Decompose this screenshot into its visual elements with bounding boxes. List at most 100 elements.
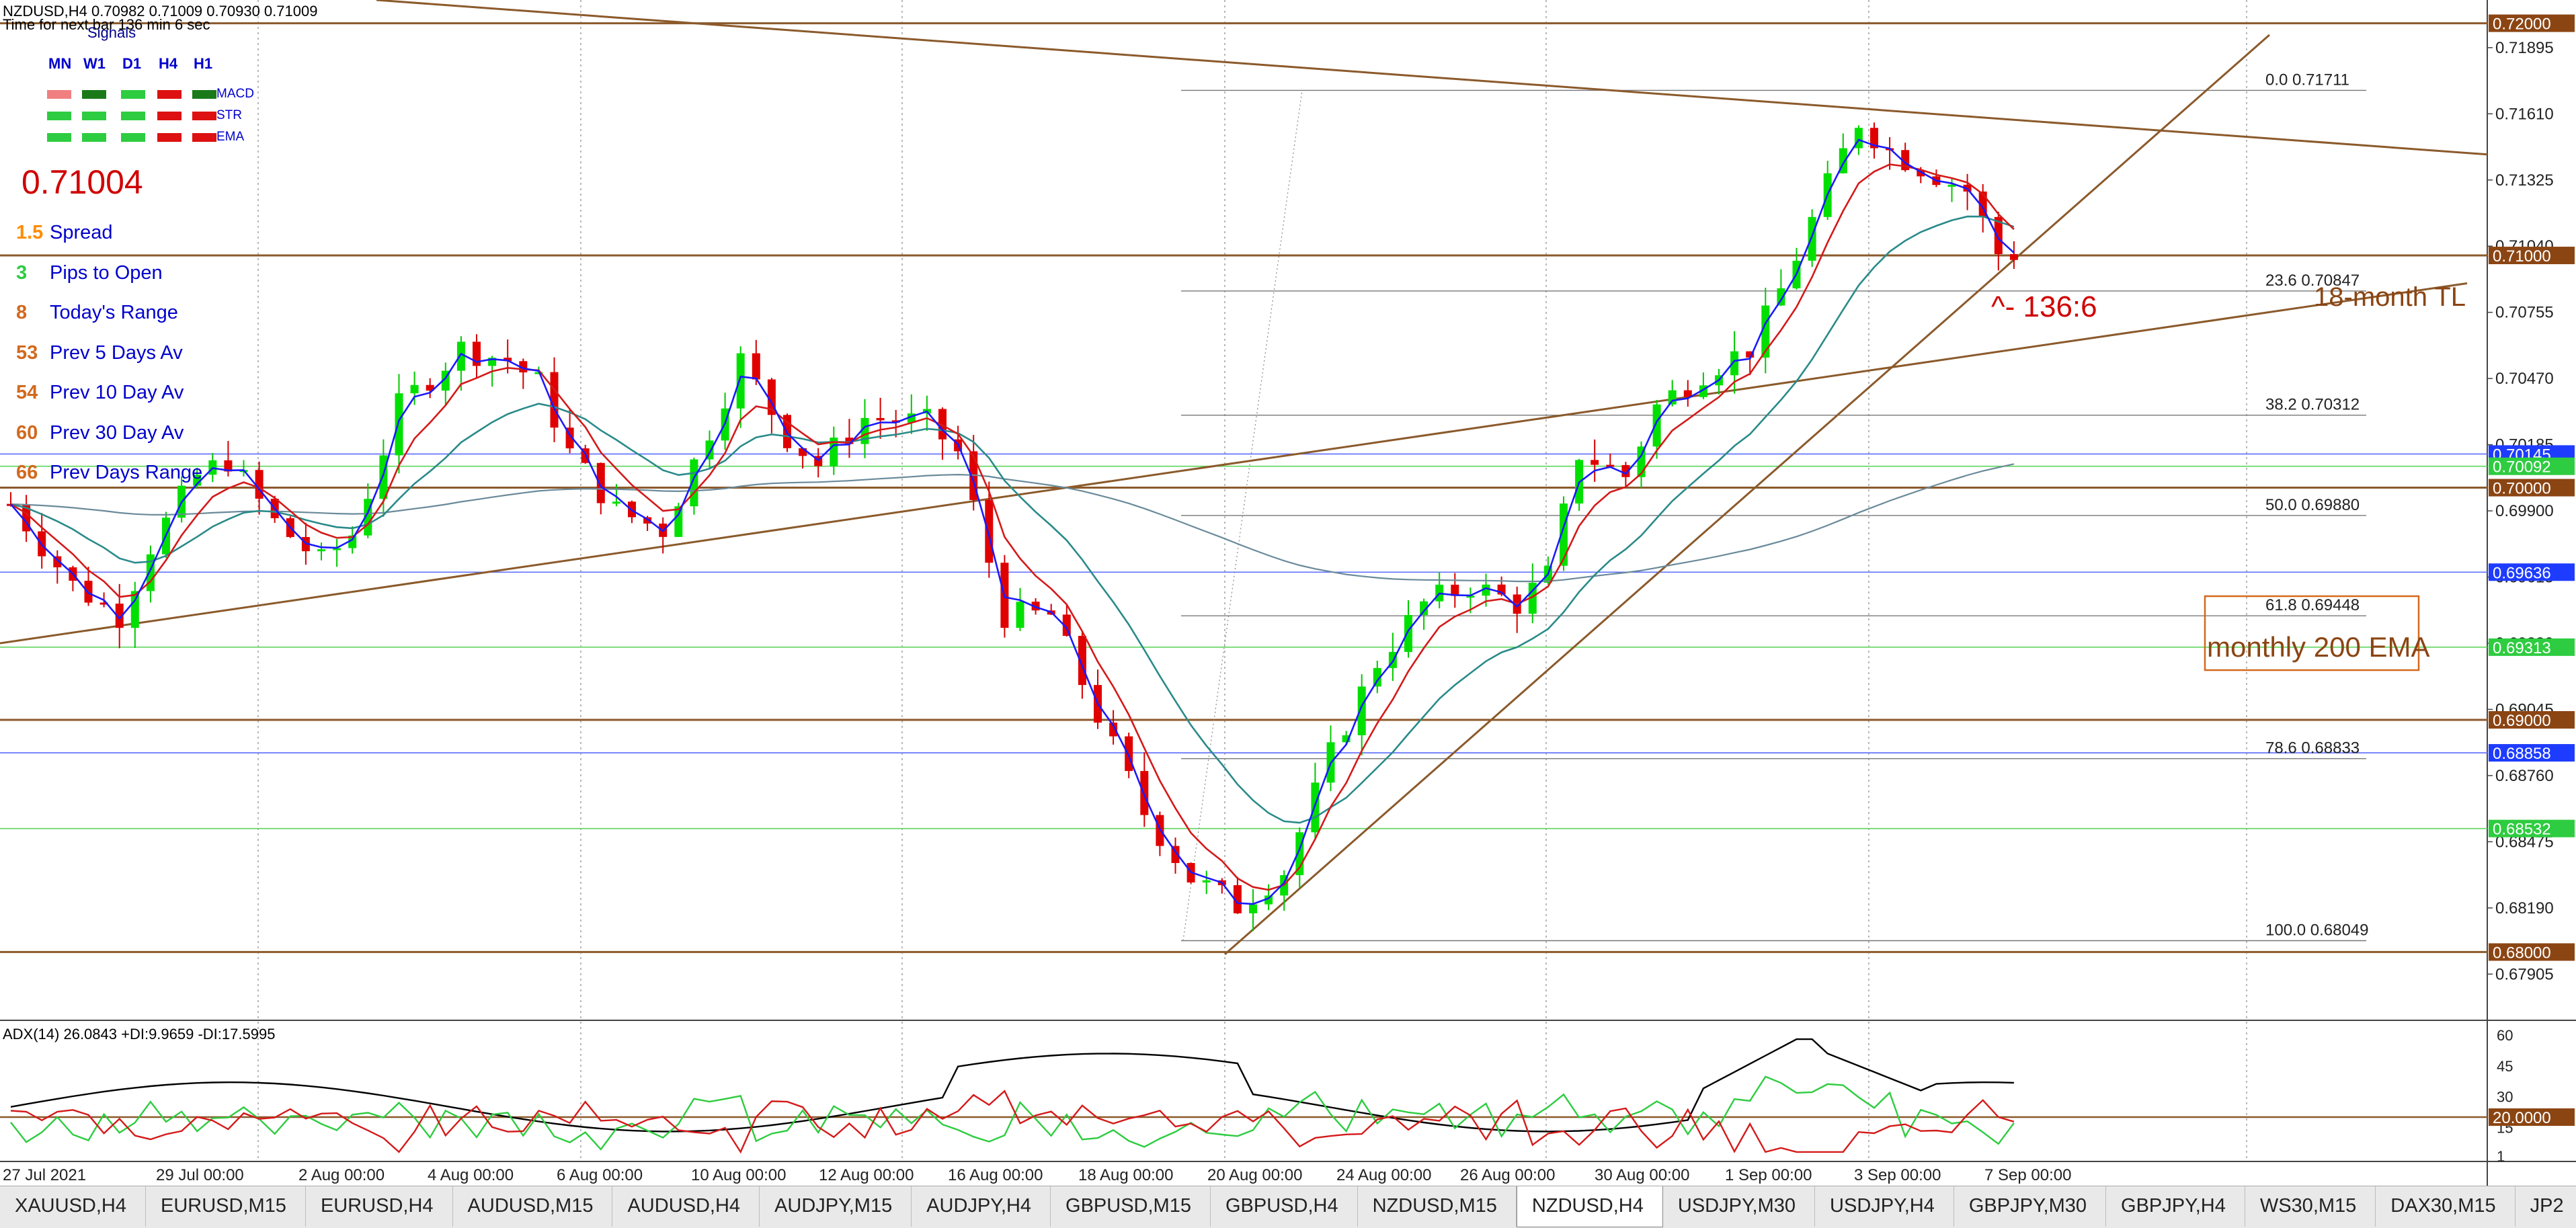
price-level-badge [2489,14,2575,32]
adx-tick-label: 45 [2497,1058,2513,1075]
tab-dax30-m15[interactable]: DAX30,M15 [2376,1186,2515,1227]
tab-eurusd-h4[interactable]: EURUSD,H4 [306,1186,453,1227]
candle-body [799,448,807,456]
candle-body [1342,735,1351,743]
tab-audusd-m15[interactable]: AUDUSD,M15 [453,1186,613,1227]
symbol-header: NZDUSD,H4 0.70982 0.71009 0.70930 0.7100… [3,3,318,19]
candle-body [1404,614,1412,652]
candle-body [1730,351,1739,376]
downtrend-line [376,0,2488,156]
time-axis-label: 30 Aug 00:00 [1595,1166,1689,1184]
time-axis-label: 6 Aug 00:00 [557,1166,643,1184]
price-level-badge [2489,563,2575,581]
blue-moving-average [10,138,2015,905]
price-level-badge [2489,943,2575,961]
adx-level-badge [2489,1108,2575,1127]
adx-label: ADX(14) 26.0843 +DI:9.9659 -DI:17.5995 [3,1026,276,1042]
price-chart[interactable]: 0.718950.716100.713250.710400.707550.704… [0,0,2576,1186]
stat-value: 60 [16,421,38,444]
price-level-badge-text: 0.69636 [2493,564,2551,582]
stat-value: 3 [16,261,28,284]
signal-str-w1 [82,112,106,120]
price-level-badge-text: 0.70000 [2493,480,2551,498]
pattern-annotation: ^- 136:6 [1991,290,2097,323]
tab-jp2[interactable]: JP2 [2515,1186,2576,1227]
price-level-badge [2489,638,2575,656]
adx-level-badge-text: 20.0000 [2493,1109,2551,1127]
stat-label: Pips to Open [50,261,163,284]
price-level-badge [2489,744,2575,762]
tab-nzdusd-h4[interactable]: NZDUSD,H4 [1516,1186,1663,1227]
stat-row: 54 Prev 10 Day Av [16,382,184,404]
stat-row: 3 Pips to Open [16,262,163,284]
tab-gbpusd-m15[interactable]: GBPUSD,M15 [1051,1186,1211,1227]
tab-audjpy-m15[interactable]: AUDJPY,M15 [760,1186,912,1227]
signal-label-str: STR [216,108,242,122]
chart-background [0,0,2576,1186]
signal-timeframe-h4: H4 [159,55,178,72]
candle-body [1125,736,1133,772]
signal-str-mn [47,112,71,120]
price-level-badge-text: 0.68532 [2493,821,2551,839]
price-tick-label: 0.70755 [2495,304,2554,322]
time-axis-label: 26 Aug 00:00 [1460,1166,1555,1184]
stat-label: Today's Range [50,302,178,323]
signal-macd-mn [47,90,71,99]
long-term-trendline [0,282,2468,645]
stat-row: 1.5 Spread [16,222,113,244]
ema-annotation-box [2204,595,2420,671]
candle-body [115,604,124,628]
candle-body [1420,601,1428,615]
signal-ema-mn [47,133,71,142]
candle-body [1808,216,1816,261]
candle-body [426,384,434,391]
candle-body [1668,390,1677,405]
tab-gbpusd-h4[interactable]: GBPUSD,H4 [1211,1186,1358,1227]
time-axis-label: 20 Aug 00:00 [1207,1166,1302,1184]
chart-tabs: XAUUSD,H4 EURUSD,M15 EURUSD,H4 AUDUSD,M15 AU… [0,1186,2576,1228]
signal-macd-w1 [82,90,106,99]
candle-body [1746,351,1755,358]
tab-gbpjpy-h4[interactable]: GBPJPY,H4 [2106,1186,2245,1227]
price-tick-label: 0.70470 [2495,370,2554,388]
stat-label: Prev 5 Days Av [50,341,183,364]
candle-body [752,353,760,380]
signals-title: Signals [87,24,136,41]
tab-audusd-h4[interactable]: AUDUSD,H4 [612,1186,760,1227]
stat-row: 8 Today's Range [16,302,178,324]
price-tick-label: 0.68760 [2495,767,2554,785]
stat-row: 60 Prev 30 Day Av [16,422,184,444]
candle-body [2009,254,2018,260]
tab-ws30-m15[interactable]: WS30,M15 [2245,1186,2376,1227]
candle-body [504,358,512,362]
tab-gbpjpy-m30[interactable]: GBPJPY,M30 [1954,1186,2107,1227]
uptrend-line [1224,34,2270,956]
time-axis-label: 29 Jul 00:00 [156,1166,244,1184]
signal-macd-h4 [157,90,182,99]
tab-xauusd-h4[interactable]: XAUUSD,H4 [0,1186,146,1227]
signal-timeframe-w1: W1 [83,55,106,72]
tab-eurusd-m15[interactable]: EURUSD,M15 [146,1186,306,1227]
candle-body [1947,184,1956,187]
tab-usdjpy-m30[interactable]: USDJPY,M30 [1663,1186,1816,1227]
price-level-badge-text: 0.69000 [2493,712,2551,730]
time-axis-label: 27 Jul 2021 [3,1166,86,1184]
fib-level-label: 38.2 0.70312 [2265,396,2360,414]
tab-audjpy-h4[interactable]: AUDJPY,H4 [912,1186,1051,1227]
signal-ema-h1 [192,133,216,142]
candle-body [1761,305,1770,358]
candle-body [876,417,885,421]
candle-body [643,517,652,524]
candle-body [1917,170,1925,177]
fib-level-label: 61.8 0.69448 [2265,596,2360,614]
signal-macd-d1 [121,90,145,99]
candle-body [985,499,994,563]
candle-body [612,501,620,504]
signal-label-ema: EMA [216,130,245,144]
tab-usdjpy-h4[interactable]: USDJPY,H4 [1815,1186,1954,1227]
time-axis-label: 4 Aug 00:00 [428,1166,514,1184]
signal-timeframe-d1: D1 [122,55,142,72]
tab-nzdusd-m15[interactable]: NZDUSD,M15 [1358,1186,1517,1227]
price-level-badge-text: 0.69313 [2493,639,2551,657]
signal-macd-h1 [192,90,216,99]
